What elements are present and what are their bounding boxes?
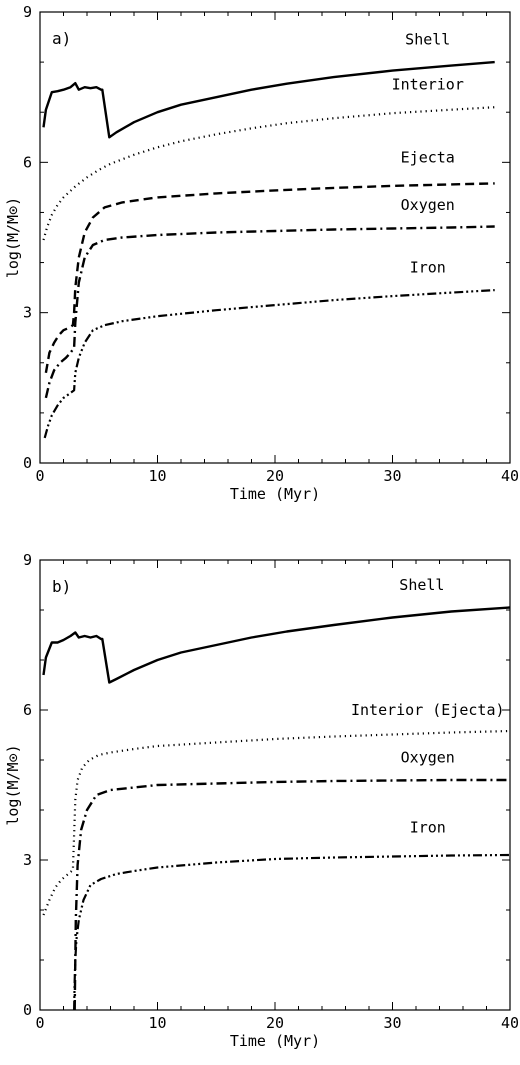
x-tick-label: 10 [148,467,166,485]
series-line-interior [42,106,495,241]
panel-label-b: b) [52,577,71,596]
y-tick-label: 3 [23,304,32,322]
series-line-oxygen [44,225,495,399]
series-line-iron [73,853,511,1011]
plot-frame-b [39,559,511,1011]
y-tick-label: 6 [23,701,32,719]
series-labels-b: Shell Interior (Ejecta) Oxygen Iron [351,576,505,837]
x-tick-label: 30 [383,1014,401,1032]
y-tick-label: 3 [23,851,32,869]
y-tick-label: 6 [23,153,32,171]
x-tick-label: 20 [266,467,284,485]
y-axis-title-a: log(M/M⊙) [4,197,22,278]
panel-label-a: a) [52,29,71,48]
series-label-oxygen: Oxygen [401,196,455,214]
ticks-b: 0 10 20 30 40 0 3 6 9 [23,551,519,1032]
series-line-shell [42,60,495,139]
y-tick-label: 9 [23,3,32,21]
curves-b [42,606,511,1011]
series-labels-a: Shell Interior Ejecta Oxygen Iron [392,31,464,277]
panel-a: 0 10 20 30 40 0 3 6 9 Shell Interior Ejecta Oxygen I… [4,3,519,503]
series-label-iron: Iron [410,259,446,277]
x-tick-label: 30 [383,467,401,485]
ticks-a: 0 10 20 30 40 0 3 6 9 [23,3,519,485]
y-tick-label: 0 [23,454,32,472]
y-tick-label: 0 [23,1001,32,1019]
curves-a [42,60,495,439]
series-label-ejecta: Ejecta [401,148,455,166]
series-line-oxygen [73,778,510,1011]
series-line-iron [43,289,495,439]
x-axis-title-a: Time (Myr) [230,485,320,503]
series-label-oxygen: Oxygen [401,749,455,767]
series-line-ejecta [44,182,495,374]
panel-b: 0 10 20 30 40 0 3 6 9 Shell Interior (Ejecta) Oxyg… [4,551,519,1050]
x-tick-label: 0 [35,467,44,485]
x-axis-title-b: Time (Myr) [230,1032,320,1050]
series-line-interior-ejecta [42,729,511,916]
series-label-iron: Iron [410,819,446,837]
y-tick-label: 9 [23,551,32,569]
x-tick-label: 0 [35,1014,44,1032]
x-tick-label: 10 [148,1014,166,1032]
y-axis-title-b: log(M/M⊙) [4,744,22,825]
series-line-shell [42,606,511,684]
x-tick-label: 20 [266,1014,284,1032]
series-label-shell: Shell [405,31,450,49]
series-label-shell: Shell [399,576,444,594]
x-tick-label: 40 [501,467,519,485]
series-label-interior: Interior [392,76,464,94]
series-label-interior-ejecta: Interior (Ejecta) [351,701,505,719]
x-tick-label: 40 [501,1014,519,1032]
